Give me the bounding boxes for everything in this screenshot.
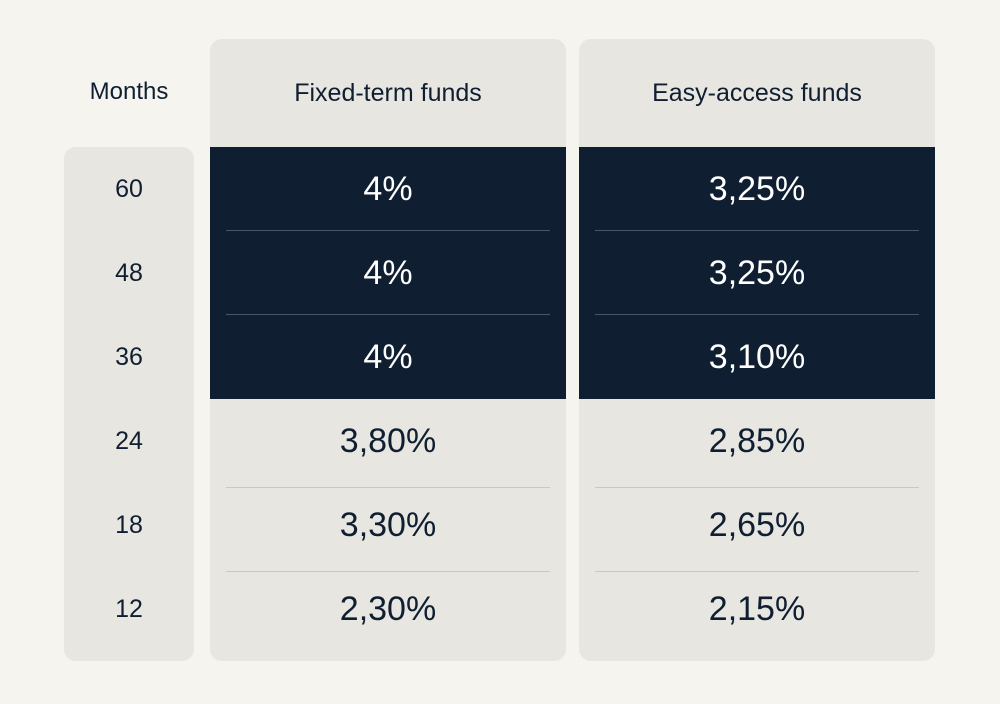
easy-rate-cell: 2,15%	[708, 589, 806, 628]
month-cell-36: 36	[115, 342, 143, 371]
row-divider	[226, 487, 550, 488]
months-column: 60 48 36 24 18 12	[64, 147, 194, 661]
month-cell-48: 48	[115, 258, 143, 287]
row-divider	[595, 487, 919, 488]
easy-access-column: Easy-access funds 3,25% 3,25% 3,10% 2,85…	[579, 39, 935, 661]
easy-access-header: Easy-access funds	[652, 78, 862, 107]
row-divider	[595, 571, 919, 572]
highlight-band	[579, 147, 935, 399]
easy-rate-cell: 3,25%	[708, 253, 806, 292]
fixed-rate-cell: 4%	[363, 169, 413, 208]
easy-rate-cell: 2,65%	[708, 505, 806, 544]
fixed-rate-cell: 2,30%	[339, 589, 437, 628]
easy-rate-cell: 3,10%	[708, 337, 806, 376]
fixed-rate-cell: 3,80%	[339, 421, 437, 460]
month-cell-12: 12	[115, 594, 143, 623]
month-cell-60: 60	[115, 174, 143, 203]
easy-rate-cell: 2,85%	[708, 421, 806, 460]
fixed-rate-cell: 4%	[363, 337, 413, 376]
highlight-band	[210, 147, 566, 399]
row-divider	[226, 571, 550, 572]
row-divider	[226, 314, 550, 315]
row-divider	[595, 314, 919, 315]
fixed-rate-cell: 3,30%	[339, 505, 437, 544]
row-divider	[595, 230, 919, 231]
month-cell-24: 24	[115, 426, 143, 455]
fixed-rate-cell: 4%	[363, 253, 413, 292]
easy-rate-cell: 3,25%	[708, 169, 806, 208]
fixed-term-header: Fixed-term funds	[294, 78, 482, 107]
months-header: Months	[89, 78, 169, 105]
month-cell-18: 18	[115, 510, 143, 539]
fixed-term-column: Fixed-term funds 4% 4% 4% 3,80% 3,30% 2,…	[210, 39, 566, 661]
row-divider	[226, 230, 550, 231]
